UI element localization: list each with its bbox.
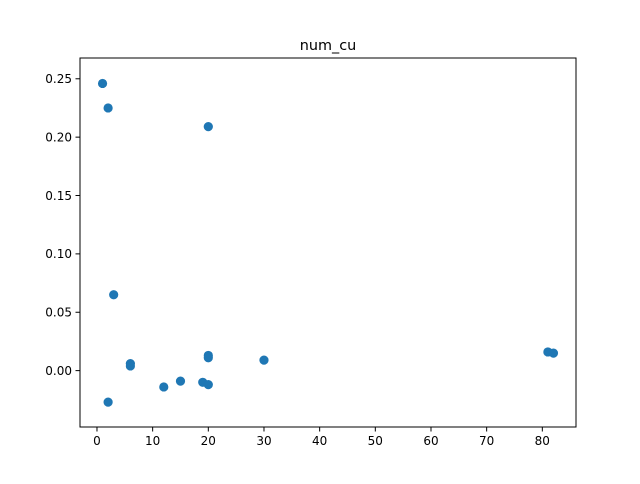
x-tick-label: 80	[535, 434, 550, 448]
data-point	[97, 78, 108, 89]
data-point	[203, 122, 213, 132]
x-tick-label: 30	[256, 434, 271, 448]
x-tick-label: 50	[368, 434, 383, 448]
data-point	[259, 355, 269, 365]
y-tick-label: 0.00	[45, 364, 72, 378]
y-tick-label: 0.10	[45, 247, 72, 261]
data-point	[203, 353, 213, 363]
chart-title: num_cu	[300, 38, 357, 54]
y-tick-label: 0.05	[45, 306, 72, 320]
x-tick-label: 60	[423, 434, 438, 448]
data-point	[109, 290, 119, 300]
y-tick-label: 0.25	[45, 72, 72, 86]
data-point	[203, 380, 213, 390]
x-tick-label: 10	[145, 434, 160, 448]
data-point	[103, 397, 113, 407]
data-point	[125, 361, 135, 371]
data-point	[548, 348, 559, 358]
x-tick-label: 20	[201, 434, 216, 448]
x-tick-label: 0	[93, 434, 101, 448]
data-point	[103, 103, 113, 113]
y-tick-label: 0.15	[45, 189, 72, 203]
y-tick-label: 0.20	[45, 130, 72, 144]
axes-frame	[79, 57, 577, 428]
data-point	[159, 382, 169, 392]
x-tick-label: 40	[312, 434, 327, 448]
x-tick-label: 70	[479, 434, 494, 448]
data-point	[175, 376, 186, 386]
plot-area: 0 10 20 30 40 50 60 70 80 0.00 0.05 0.10 0.15 0.20 0.2…	[45, 57, 577, 448]
